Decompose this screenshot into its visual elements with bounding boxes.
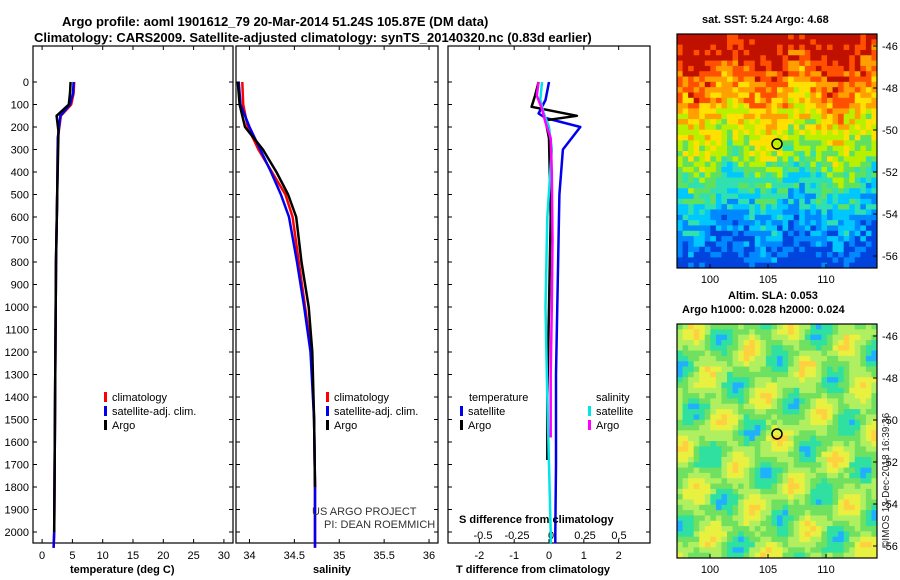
sla-lon-label: 100 xyxy=(701,564,719,576)
sal-series-argo xyxy=(236,81,317,488)
sal-xtick-label: 36 xyxy=(423,550,435,562)
depth-tick-label: 200 xyxy=(11,122,29,134)
timestamp: ©IMOS 13-Dec-2018 16:39:36 xyxy=(881,412,892,548)
sla-map-title-1: Altim. SLA: 0.053 xyxy=(728,290,818,302)
diff-xtick-label: 2 xyxy=(616,550,622,562)
sst-lat-label: -56 xyxy=(882,251,898,263)
depth-tick-label: 1900 xyxy=(5,505,29,517)
temp-panel-frame xyxy=(32,45,234,544)
diff-series-salinity-argo xyxy=(535,81,554,438)
sst-float-marker xyxy=(771,138,783,150)
sal-series-satellite-adj-clim- xyxy=(237,81,317,548)
sla-map-frame xyxy=(676,323,878,559)
sst-lon-label: 110 xyxy=(817,274,835,286)
depth-tick-label: 1400 xyxy=(5,392,29,404)
sst-lat-label: -50 xyxy=(882,125,898,137)
difference-axis-label: T difference from climatology xyxy=(456,564,611,576)
sst-lat-label: -54 xyxy=(882,209,898,221)
temp-legend-argo: Argo xyxy=(104,420,135,432)
temperature-axis-label: temperature (deg C) xyxy=(70,564,175,576)
sst-map-title: sat. SST: 5.24 Argo: 4.68 xyxy=(702,14,829,26)
sst-lat-label: -48 xyxy=(882,83,898,95)
temp-xtick-label: 5 xyxy=(69,550,75,562)
diff-top-xtick-label: -0.5 xyxy=(474,530,493,542)
sla-lat-label: -56 xyxy=(882,541,898,553)
sla-lat-label: -54 xyxy=(882,499,898,511)
credit-pi: PI: DEAN ROEMMICH xyxy=(324,519,436,531)
depth-tick-label: 1700 xyxy=(5,460,29,472)
sal-xtick-label: 34 xyxy=(243,550,255,562)
depth-tick-label: 0 xyxy=(23,77,29,89)
sst-lon-label: 100 xyxy=(701,274,719,286)
sal-legend-satellite: satellite-adj. clim. xyxy=(326,406,418,418)
sla-lat-label: -50 xyxy=(882,415,898,427)
depth-tick-label: 600 xyxy=(11,212,29,224)
sal-legend-climatology: climatology xyxy=(326,392,389,404)
sst-lon-label: 105 xyxy=(759,274,777,286)
sal-xtick-label: 34.5 xyxy=(284,550,305,562)
diff-top-xtick-label: 0.25 xyxy=(574,530,595,542)
depth-tick-label: 1000 xyxy=(5,302,29,314)
temp-xtick-label: 30 xyxy=(218,550,230,562)
temp-xtick-label: 0 xyxy=(39,550,45,562)
depth-tick-label: 700 xyxy=(11,235,29,247)
sla-map-title-2: Argo h1000: 0.028 h2000: 0.024 xyxy=(682,304,845,316)
credit-project: US ARGO PROJECT xyxy=(312,506,417,518)
sal-panel-frame xyxy=(235,45,439,544)
diff-series-temperature-satellite xyxy=(537,81,582,544)
depth-tick-label: 1100 xyxy=(5,325,29,337)
sla-lon-label: 110 xyxy=(817,564,835,576)
salinity-axis-label: salinity xyxy=(313,564,351,576)
diff-legend-temperature-title: temperature xyxy=(469,392,529,404)
temp-xtick-label: 20 xyxy=(157,550,169,562)
diff-legend-t-argo: Argo xyxy=(460,420,491,432)
sla-lat-label: -46 xyxy=(882,331,898,343)
diff-legend-t-satellite: satellite xyxy=(460,406,505,418)
sal-legend-argo: Argo xyxy=(326,420,357,432)
diff-legend-s-satellite: satellite xyxy=(588,406,633,418)
temp-xtick-label: 10 xyxy=(97,550,109,562)
sla-lat-label: -52 xyxy=(882,457,898,469)
depth-tick-label: 1300 xyxy=(5,370,29,382)
diff-xtick-label: -2 xyxy=(474,550,484,562)
diff-legend-s-argo: Argo xyxy=(588,420,619,432)
temp-xtick-label: 25 xyxy=(187,550,199,562)
temp-legend-satellite: satellite-adj. clim. xyxy=(104,406,196,418)
sst-map xyxy=(677,34,878,269)
depth-tick-label: 400 xyxy=(11,167,29,179)
diff-top-xtick-label: -0.25 xyxy=(504,530,529,542)
depth-tick-label: 1500 xyxy=(5,415,29,427)
diff-xtick-label: -1 xyxy=(509,550,519,562)
s-difference-axis-label: S difference from climatology xyxy=(459,514,614,526)
depth-tick-label: 2000 xyxy=(5,527,29,539)
depth-tick-label: 500 xyxy=(11,190,29,202)
depth-tick-label: 1600 xyxy=(5,437,29,449)
diff-xtick-label: 1 xyxy=(581,550,587,562)
sla-lat-label: -48 xyxy=(882,373,898,385)
sal-xtick-label: 35.5 xyxy=(373,550,394,562)
diff-legend-salinity-title: salinity xyxy=(596,392,630,404)
temp-xtick-label: 15 xyxy=(127,550,139,562)
depth-tick-label: 1800 xyxy=(5,482,29,494)
sla-float-marker xyxy=(771,428,783,440)
depth-tick-label: 800 xyxy=(11,257,29,269)
temp-series-argo xyxy=(52,81,72,533)
chart-title-line2: Climatology: CARS2009. Satellite-adjuste… xyxy=(34,30,592,45)
diff-top-xtick-label: 0.5 xyxy=(611,530,626,542)
chart-title-line1: Argo profile: aoml 1901612_79 20-Mar-201… xyxy=(62,14,489,29)
sst-lat-label: -52 xyxy=(882,167,898,179)
depth-tick-label: 300 xyxy=(11,145,29,157)
diff-xtick-label: 0 xyxy=(546,550,552,562)
sla-lon-label: 105 xyxy=(759,564,777,576)
temp-legend-climatology: climatology xyxy=(104,392,167,404)
depth-tick-label: 100 xyxy=(11,100,29,112)
depth-tick-label: 900 xyxy=(11,280,29,292)
depth-tick-label: 1200 xyxy=(5,347,29,359)
sal-xtick-label: 35 xyxy=(333,550,345,562)
sst-lat-label: -46 xyxy=(882,41,898,53)
sst-map-frame xyxy=(676,33,878,269)
sla-map xyxy=(677,324,878,559)
